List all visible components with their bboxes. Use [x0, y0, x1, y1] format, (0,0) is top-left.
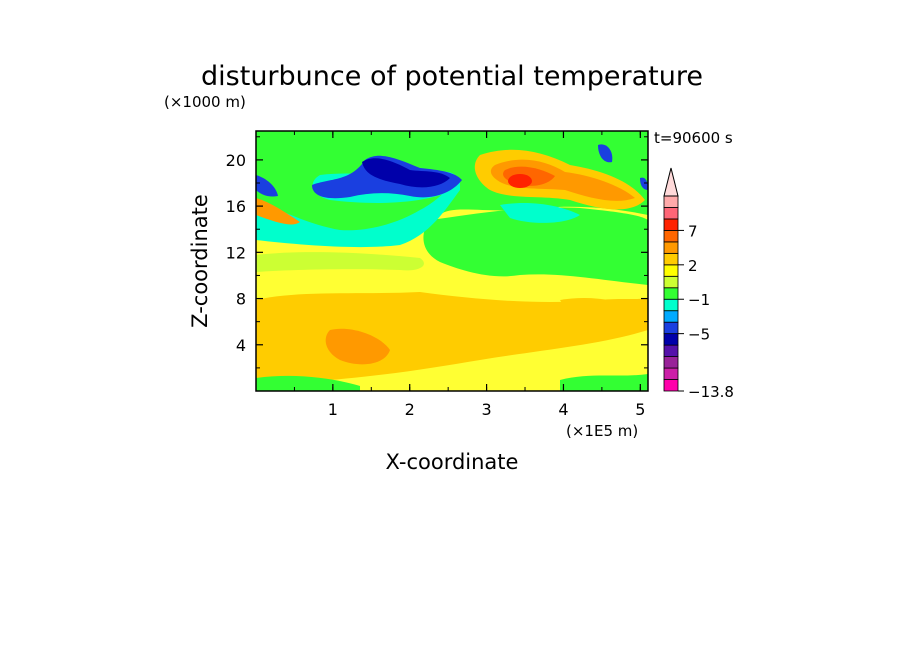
warm-patch-right	[560, 298, 640, 330]
chart-title: disturbunce of potential temperature	[201, 61, 703, 92]
y-axis-ticks: 4 8 12 16 20	[226, 136, 648, 369]
y-tick-label: 8	[236, 290, 246, 309]
colorbar-label: −13.8	[688, 383, 734, 401]
y-tick-label: 12	[226, 243, 246, 262]
colorbar-label: 2	[688, 257, 698, 275]
colorbar-swatch	[663, 287, 679, 300]
x-tick-label: 4	[558, 400, 568, 419]
y-axis-title: Z-coordinate	[188, 194, 212, 328]
warm-streak-left	[256, 198, 300, 225]
colorbar-label: −1	[688, 291, 710, 309]
colorbar-swatch	[663, 356, 679, 369]
cold-core	[362, 158, 450, 188]
colorbar-swatch	[663, 241, 679, 254]
colorbar-swatch	[663, 321, 679, 335]
cold-pocket-edge	[640, 177, 648, 190]
contour-fill	[256, 131, 648, 391]
x-tick-label: 1	[328, 400, 338, 419]
colorbar-swatch	[663, 230, 679, 243]
colorbar-swatch	[663, 207, 679, 220]
colorbar-swatch	[663, 333, 679, 346]
colorbar-swatch	[663, 344, 679, 357]
colorbar-extend-arrow	[663, 167, 679, 197]
y-tick-label: 16	[226, 197, 246, 216]
bottom-green-left	[256, 375, 360, 391]
x-unit-label: (×1E5 m)	[566, 422, 638, 440]
left-yellow-streak	[256, 252, 424, 272]
warm-blob-left	[325, 328, 390, 365]
colorbar-label: −5	[688, 326, 710, 344]
cold-pocket-left	[256, 175, 278, 197]
colorbar: 7 2 −1 −5 −13.8	[663, 167, 734, 401]
cold-pocket-right	[598, 144, 613, 163]
y-tick-label: 20	[226, 151, 246, 170]
cyan-band	[256, 178, 460, 248]
x-tick-label: 5	[635, 400, 645, 419]
colorbar-swatch	[663, 264, 679, 277]
x-tick-label: 2	[405, 400, 415, 419]
y-tick-label: 4	[236, 336, 246, 355]
cyan-right	[500, 203, 580, 223]
x-axis-ticks: 1 2 3 4 5	[293, 131, 645, 419]
colorbar-swatch	[663, 298, 679, 312]
colorbar-swatch	[663, 367, 679, 380]
colorbar-label: 7	[688, 222, 698, 240]
mid-green-band	[423, 207, 648, 285]
x-tick-label: 3	[481, 400, 491, 419]
colorbar-swatch	[663, 252, 679, 266]
colorbar-swatch	[663, 379, 679, 392]
colorbar-swatch	[663, 195, 679, 208]
bottom-green-right	[560, 374, 648, 391]
plot-area	[256, 131, 648, 391]
time-label: t=90600 s	[654, 129, 733, 147]
plot-frame	[255, 130, 649, 392]
warm-core-peak	[508, 174, 532, 188]
colorbar-swatch	[663, 275, 679, 289]
x-axis-title: X-coordinate	[386, 450, 519, 474]
y-unit-label: (×1000 m)	[164, 93, 246, 111]
colorbar-swatch	[663, 310, 679, 323]
colorbar-swatch	[663, 218, 679, 231]
